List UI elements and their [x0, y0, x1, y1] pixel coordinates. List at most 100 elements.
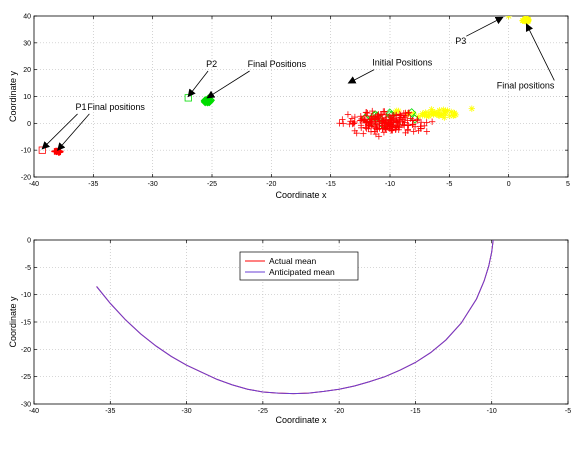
cluster-point: [362, 124, 369, 131]
cluster-point: [436, 107, 443, 114]
x-tick-label: -30: [148, 181, 158, 188]
cluster-point: [417, 125, 424, 132]
cluster-point: [358, 124, 365, 132]
cluster-point: [440, 106, 447, 113]
annotation-label: P3: [455, 36, 466, 46]
star-arm: [441, 107, 447, 113]
annotation-arrow: [41, 113, 78, 150]
cluster-point: [468, 105, 476, 112]
cluster-point: [430, 111, 437, 118]
cluster-point: [383, 123, 391, 130]
star-arm: [426, 113, 432, 119]
start-marker: [505, 16, 513, 20]
annotation-arrow: [525, 23, 555, 81]
y-tick-label: -30: [21, 402, 31, 409]
cluster-point: [340, 120, 347, 127]
cluster-point: [421, 110, 428, 118]
cluster-point: [375, 116, 383, 124]
cluster-point: [401, 122, 408, 129]
x-tick-label: -40: [29, 408, 39, 415]
cluster-point: [390, 111, 397, 119]
cluster-point: [376, 115, 383, 122]
cluster-point: [380, 129, 388, 136]
series-line-1: [96, 240, 494, 395]
star-arm: [436, 112, 442, 119]
annotation-arrow: [187, 70, 209, 98]
cluster-point: [450, 112, 457, 119]
cluster-point: [350, 119, 357, 127]
x-tick-label: -25: [258, 408, 268, 415]
star-arm: [396, 108, 402, 114]
cluster-point: [367, 116, 374, 124]
scatter-panel: -40 -35 -30 -25 -20 -15 -10 -5 0 5 -20 -10 0 10 20 30 40…: [8, 14, 570, 201]
plot-area: [96, 240, 494, 395]
y-axis-label: Coordinate y: [8, 70, 18, 122]
y-tick-label: -20: [21, 175, 31, 182]
cluster-point: [396, 116, 403, 123]
cluster-point: [364, 109, 371, 117]
cluster-point: [400, 121, 407, 128]
cluster-point: [385, 113, 393, 121]
cluster-point: [344, 111, 352, 118]
y-tick-label: -20: [21, 347, 31, 354]
annotation-arrow: [206, 70, 250, 99]
y-tick-label: -5: [25, 265, 31, 272]
mean-trajectory-panel: -40 -35 -30 -25 -20 -15 -10 -5 -30 -25 -20 -15 -10 -5…: [8, 238, 571, 426]
cluster-point: [425, 112, 433, 120]
star-arm: [450, 113, 456, 119]
cluster-point: [400, 110, 407, 117]
cluster-point: [397, 112, 404, 119]
cluster-point: [339, 116, 346, 123]
x-tick-label: -35: [88, 181, 98, 188]
cluster-point: [363, 125, 370, 132]
star-arm: [422, 111, 428, 117]
plot-area: [38, 16, 532, 156]
x-tick-label: -10: [385, 181, 395, 188]
final-position-marker: [521, 17, 529, 25]
annotation-label: P2: [206, 59, 217, 69]
cluster-point: [360, 130, 367, 137]
cluster-point: [364, 118, 371, 125]
cluster-point: [439, 112, 446, 119]
x-tick-label: -15: [410, 408, 420, 415]
y-tick-label: -10: [21, 292, 31, 299]
x-tick-label: -25: [207, 181, 217, 188]
star-arm: [447, 113, 453, 119]
cluster-point: [421, 122, 428, 130]
star-arm: [431, 112, 437, 118]
annotation-label: Final positions: [87, 102, 145, 112]
cluster-point: [368, 116, 375, 123]
y-tick-label: 40: [23, 14, 31, 21]
cluster-point: [423, 128, 430, 135]
legend-label: Anticipated mean: [269, 267, 335, 277]
cluster-point: [409, 116, 417, 124]
star-arm: [522, 18, 528, 24]
final-position-marker: [203, 95, 213, 106]
annotation-label: Initial Positions: [372, 58, 433, 68]
x-tick-label: -10: [487, 408, 497, 415]
y-tick-label: 0: [27, 238, 31, 245]
annotation-label: P1: [76, 102, 87, 112]
x-tick-label: -15: [326, 181, 336, 188]
y-tick-label: -25: [21, 374, 31, 381]
x-tick-label: -35: [105, 408, 115, 415]
final-position-marker: [51, 148, 59, 155]
x-axis-label: Coordinate x: [275, 415, 327, 425]
cluster-point: [414, 116, 421, 123]
x-tick-label: -40: [29, 181, 39, 188]
x-tick-label: 5: [566, 181, 570, 188]
start-marker: [184, 94, 192, 102]
y-tick-label: 20: [23, 67, 31, 74]
cluster-point: [372, 118, 379, 125]
y-axis-label: Coordinate y: [8, 296, 18, 348]
y-tick-label: 0: [27, 121, 31, 128]
annotation-label: Final positions: [497, 80, 555, 90]
cluster-point: [348, 115, 356, 122]
annotation-arrow: [347, 69, 375, 84]
star-arm: [440, 112, 446, 118]
cluster-point: [411, 123, 419, 130]
x-tick-label: -20: [334, 408, 344, 415]
final-position-marker: [205, 95, 216, 105]
annotation-label: Final Positions: [248, 59, 307, 69]
